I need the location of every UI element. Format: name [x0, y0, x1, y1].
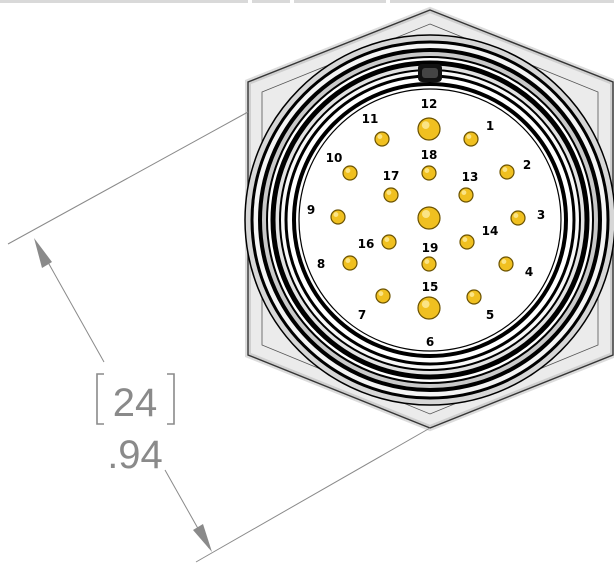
toolbar-strip	[0, 0, 614, 3]
pin-contact-8	[342, 255, 358, 271]
pin-highlight	[461, 190, 467, 195]
pin-label-3: 3	[537, 208, 545, 222]
pin-label-12: 12	[421, 97, 438, 111]
pin-contact-10	[342, 165, 358, 181]
pin-label-5: 5	[486, 308, 494, 322]
pin-label-10: 10	[326, 151, 343, 165]
pin-contact-center	[417, 206, 441, 230]
pin-contact-7	[375, 288, 391, 304]
dimension-arrow-bottom	[193, 524, 212, 552]
toolbar-segment	[390, 0, 614, 3]
dimension-line-upper	[39, 247, 105, 363]
pin-label-6: 6	[426, 335, 434, 349]
pin-highlight	[502, 167, 508, 172]
extension-line-bottom	[195, 427, 431, 563]
dimension-bracket-left	[96, 373, 104, 425]
pin-highlight	[384, 237, 390, 242]
dimension-annotation: 24 .94	[7, 111, 431, 563]
pin-contact-15	[417, 296, 441, 320]
pin-label-17: 17	[383, 169, 400, 183]
pin-highlight	[333, 212, 339, 217]
pin-label-16: 16	[358, 237, 375, 251]
pin-contact-19	[421, 256, 437, 272]
pin-label-4: 4	[525, 265, 533, 279]
dimension-bracket-right	[167, 373, 175, 425]
keyway	[418, 64, 442, 82]
pin-contact-11	[374, 131, 390, 147]
pin-label-11: 11	[362, 112, 379, 126]
extension-line-top	[7, 111, 249, 245]
pin-contact-9	[330, 209, 346, 225]
pin-label-9: 9	[307, 203, 315, 217]
pin-highlight	[462, 237, 468, 242]
pin-contact-4	[498, 256, 514, 272]
pin-contact-18	[421, 165, 437, 181]
pin-contact-13	[458, 187, 474, 203]
pin-label-14: 14	[482, 224, 499, 238]
pin-highlight	[501, 259, 507, 264]
dimension-secondary-value: .94	[107, 433, 163, 477]
pin-highlight	[386, 190, 392, 195]
toolbar-segment	[294, 0, 386, 3]
toolbar-segment	[0, 0, 248, 3]
pin-label-7: 7	[358, 308, 366, 322]
pin-label-1: 1	[486, 119, 494, 133]
pin-contact-5	[466, 289, 482, 305]
pin-contact-12	[417, 117, 441, 141]
pin-highlight	[466, 134, 472, 139]
pin-highlight	[424, 259, 430, 264]
pin-highlight	[421, 121, 430, 129]
pin-contact-16	[381, 234, 397, 250]
pin-highlight	[422, 210, 430, 218]
toolbar-segment	[252, 0, 290, 3]
pin-highlight	[424, 168, 430, 173]
dimension-primary-value: 24	[113, 381, 158, 425]
connector-shell	[244, 34, 614, 406]
pin-contact-2	[499, 164, 515, 180]
pin-contact-17	[383, 187, 399, 203]
pin-label-8: 8	[317, 257, 325, 271]
pin-label-2: 2	[523, 158, 531, 172]
pin-contact-3	[510, 210, 526, 226]
pin-label-15: 15	[422, 280, 439, 294]
pin-highlight	[421, 300, 430, 308]
pin-highlight	[513, 213, 519, 218]
pin-highlight	[345, 258, 351, 263]
pin-highlight	[469, 292, 475, 297]
pin-contact-1	[463, 131, 479, 147]
pin-contact-14	[459, 234, 475, 250]
pin-label-13: 13	[462, 170, 479, 184]
pin-highlight	[378, 291, 384, 296]
dimension-arrow-top	[34, 238, 52, 268]
pin-highlight	[345, 168, 351, 173]
pin-label-18: 18	[421, 148, 438, 162]
pin-highlight	[377, 134, 383, 139]
pin-label-19: 19	[422, 241, 439, 255]
